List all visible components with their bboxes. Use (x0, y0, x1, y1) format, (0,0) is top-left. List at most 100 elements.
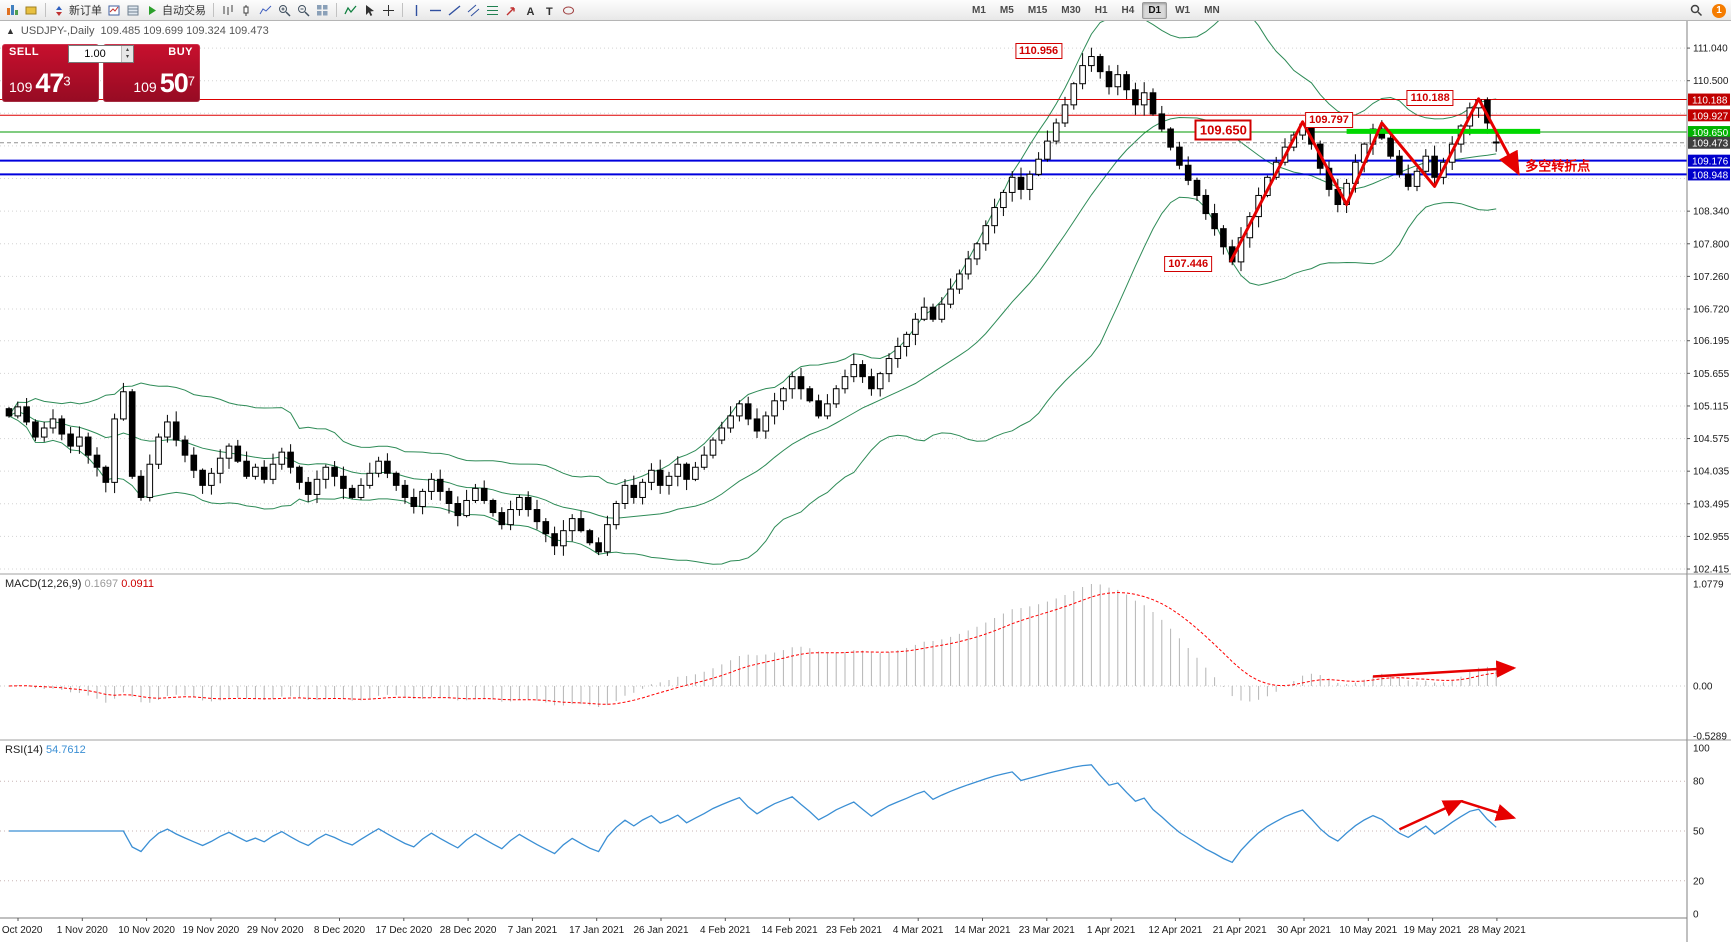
notification-badge[interactable]: 1 (1712, 3, 1726, 18)
x-axis-label: 14 Mar 2021 (954, 925, 1011, 936)
rsi-tick-label: 20 (1693, 876, 1705, 887)
y-tick-label: 102.955 (1693, 532, 1730, 543)
zoom-out-icon[interactable] (294, 2, 313, 19)
x-axis-label: 7 Jan 2021 (508, 925, 558, 936)
x-axis-label: 21 Apr 2021 (1213, 925, 1267, 936)
toolbar-buttons: 新订单 自动交易 A T (3, 0, 578, 20)
symbol-title: ▲ USDJPY-,Daily 109.485 109.699 109.324 … (6, 25, 269, 37)
equidistant-channel-icon[interactable] (464, 2, 483, 19)
price-tag-label: 109.650 (1692, 128, 1729, 139)
zoom-in-icon[interactable] (275, 2, 294, 19)
price-scale[interactable]: 111.040 110.500 108.340 107.800 107.260 106.7… (1686, 20, 1731, 942)
bar-chart-icon[interactable] (218, 2, 237, 19)
line-chart-icon[interactable] (256, 2, 275, 19)
candlestick-chart-icon[interactable] (237, 2, 256, 19)
draw-arrows-icon[interactable] (502, 2, 521, 19)
y-tick-label: 107.800 (1693, 239, 1730, 250)
timeframe-mn[interactable]: MN (1204, 4, 1220, 16)
x-axis-label: 19 May 2021 (1404, 925, 1462, 936)
chart-window-icon[interactable] (105, 2, 124, 19)
timeframe-w1[interactable]: W1 (1175, 4, 1191, 16)
svg-text:A: A (527, 6, 535, 17)
price-tag-label: 109.176 (1692, 157, 1729, 168)
text-icon[interactable]: A (521, 2, 540, 19)
macd-tick-label: 1.0779 (1693, 580, 1724, 591)
x-axis-label: 28 May 2021 (1468, 925, 1526, 936)
price-tag-label: 108.948 (1692, 170, 1729, 181)
bid-price: 109 473 (9, 68, 71, 98)
y-tick-label: 104.575 (1693, 434, 1730, 445)
timeframe-m5[interactable]: M5 (999, 4, 1014, 16)
new-chart-icon[interactable] (3, 2, 22, 19)
ask-price: 109 507 (133, 68, 195, 98)
volume-box: ▴▾ (68, 45, 134, 63)
sell-label: SELL (9, 46, 40, 58)
text-label-icon[interactable]: T (540, 2, 559, 19)
x-axis-label: 14 Feb 2021 (762, 925, 819, 936)
buy-label: BUY (168, 46, 193, 58)
x-axis-label: 1 Apr 2021 (1087, 925, 1136, 936)
main-price-pane (0, 20, 1687, 570)
y-tick-label: 105.115 (1693, 401, 1729, 412)
x-axis-label: 2 Oct 2020 (0, 925, 43, 936)
symbol-name: USDJPY-,Daily (20, 25, 95, 37)
volume-spinner[interactable]: ▴ ▾ (121, 46, 133, 62)
terminal-icon[interactable] (124, 2, 143, 19)
horizontal-line-icon[interactable] (426, 2, 445, 19)
y-tick-label: 110.500 (1693, 76, 1729, 87)
rsi-arrow-annotation (1398, 799, 1464, 831)
toolbar-separator (402, 3, 403, 17)
timeframe-m30[interactable]: M30 (1061, 4, 1081, 16)
search-icon[interactable] (1687, 2, 1706, 19)
toolbar-separator (45, 3, 46, 17)
timeframe-m15[interactable]: M15 (1027, 4, 1048, 16)
price-tag (1688, 109, 1730, 122)
timeframe-m1[interactable]: M1 (972, 4, 986, 16)
y-tick-label: 103.495 (1693, 499, 1730, 510)
crosshair-icon[interactable] (379, 2, 398, 19)
x-axis-label: 26 Jan 2021 (633, 925, 688, 936)
x-axis-label: 29 Nov 2020 (247, 925, 304, 936)
new-order-button[interactable]: 新订单 (50, 0, 105, 20)
fibonacci-icon[interactable] (483, 2, 502, 19)
rsi-tick-label: 50 (1693, 827, 1705, 838)
timeframe-h1[interactable]: H1 (1094, 4, 1108, 16)
price-tag (1688, 136, 1730, 149)
svg-text:T: T (546, 6, 553, 17)
price-tag (1688, 154, 1730, 167)
tile-windows-icon[interactable] (313, 2, 332, 19)
price-tag-label: 110.188 (1692, 96, 1728, 107)
profiles-icon[interactable] (22, 2, 41, 19)
x-axis-label: 10 May 2021 (1339, 925, 1397, 936)
trendline-icon[interactable] (445, 2, 464, 19)
y-tick-label: 108.340 (1693, 207, 1730, 218)
macd-pane (0, 584, 1687, 708)
toolbar-right: 1 (1687, 2, 1726, 19)
x-axis-label: 4 Mar 2021 (893, 925, 944, 936)
x-axis-label: 1 Nov 2020 (57, 925, 109, 936)
volume-input[interactable] (69, 46, 121, 62)
rsi-tick-label: 100 (1693, 744, 1710, 755)
y-tick-label: 102.415 (1693, 565, 1730, 576)
timeframe-h4[interactable]: H4 (1121, 4, 1135, 16)
y-tick-label: 106.720 (1693, 305, 1730, 316)
rsi-indicator-label: RSI(14) 54.7612 (5, 744, 86, 756)
indicators-icon[interactable] (341, 2, 360, 19)
autotrading-button[interactable]: 自动交易 (143, 0, 209, 20)
x-axis-label: 28 Dec 2020 (440, 925, 497, 936)
x-axis-label: 17 Dec 2020 (375, 925, 432, 936)
chart-symbol-icon: ▲ (6, 26, 15, 36)
shapes-icon[interactable] (559, 2, 578, 19)
y-tick-label: 104.035 (1693, 467, 1730, 478)
price-tag (1688, 93, 1730, 106)
vertical-line-icon[interactable] (407, 2, 426, 19)
symbol-ohlc: 109.485 109.699 109.324 109.473 (100, 25, 269, 37)
timeframe-d1[interactable]: D1 (1142, 1, 1168, 19)
toolbar-separator (336, 3, 337, 17)
x-axis-label: 30 Apr 2021 (1277, 925, 1331, 936)
time-axis[interactable]: 2 Oct 2020 1 Nov 2020 10 Nov 2020 19 Nov 20… (0, 918, 1526, 936)
cursor-icon[interactable] (360, 2, 379, 19)
